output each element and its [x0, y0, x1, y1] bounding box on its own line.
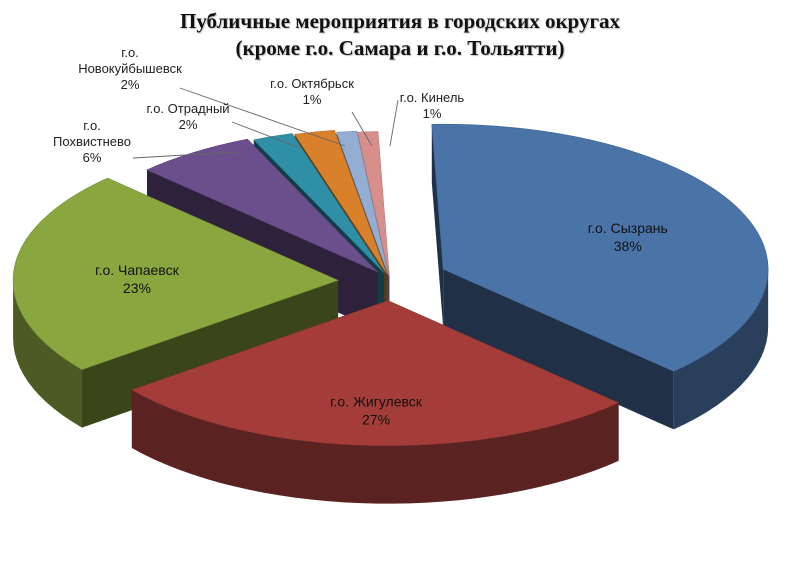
- pie-slice-side: [673, 269, 769, 430]
- slice-label-6: г.о. Октябрьск 1%: [270, 76, 354, 107]
- slice-label-line: г.о.: [83, 118, 101, 133]
- slice-label-line: 2%: [179, 117, 198, 132]
- pie-slice-4: [253, 133, 385, 273]
- pie-slice-6: [336, 130, 389, 276]
- leader-line-7: [389, 99, 399, 147]
- slice-label-7: г.о. Кинель 1%: [400, 90, 465, 121]
- slice-label-2: г.о. Чапаевск 23%: [95, 262, 179, 296]
- slice-label-line: г.о. Сызрань: [588, 220, 668, 236]
- slice-label-1: г.о. Жигулевск 27%: [330, 393, 423, 427]
- slice-label-5: г.о. Новокуйбышевск 2%: [78, 45, 182, 92]
- slice-label-line: г.о. Чапаевск: [95, 262, 179, 278]
- pie-tops: [12, 123, 769, 446]
- slice-label-line: 27%: [362, 411, 390, 427]
- pie-slice-face: [431, 124, 444, 328]
- pie-slice-3: [146, 138, 378, 273]
- slice-label-line: Похвистнево: [53, 134, 131, 149]
- slice-label-line: г.о. Отрадный: [146, 101, 229, 116]
- slice-label-line: г.о. Октябрьск: [270, 76, 354, 91]
- leader-line-4: [231, 121, 301, 149]
- slice-label-line: 2%: [121, 77, 140, 92]
- slice-label-line: 1%: [303, 92, 322, 107]
- leader-line-5: [179, 87, 346, 147]
- slice-label-line: 6%: [83, 150, 102, 165]
- pie-slice-face: [443, 269, 674, 430]
- chart-title-line1: Публичные мероприятия в городских округа…: [179, 9, 620, 33]
- slice-label-line: г.о.: [121, 45, 139, 60]
- chart-title-line2: (кроме г.о. Самара и г.о. Тольятти): [235, 36, 565, 60]
- leader-line-6: [351, 111, 373, 147]
- slice-label-line: 1%: [423, 106, 442, 121]
- slice-label-4: г.о. Отрадный 2%: [146, 101, 229, 132]
- chart-title: Публичные мероприятия в городских округа…: [0, 8, 800, 62]
- slice-label-line: г.о. Жигулевск: [330, 393, 423, 409]
- pie-slice-1: [131, 300, 620, 446]
- pie-slice-2: [12, 177, 339, 370]
- pie-slice-side: [13, 280, 82, 428]
- pie-slice-7: [357, 131, 390, 277]
- slice-labels: г.о. Сызрань 38% г.о. Жигулевск 27% г.о. Чап…: [53, 45, 668, 427]
- leader-line-3: [132, 151, 239, 159]
- slice-label-0: г.о. Сызрань 38%: [588, 220, 668, 254]
- pie-slice-0: [431, 123, 769, 372]
- slice-label-line: 38%: [614, 238, 642, 254]
- slice-label-3: г.о. Похвистнево 6%: [53, 118, 131, 165]
- slice-label-line: 23%: [123, 280, 151, 296]
- pie-slice-5: [294, 129, 387, 274]
- slice-label-line: Новокуйбышевск: [78, 61, 182, 76]
- pie-slice-side: [131, 389, 619, 504]
- leader-lines: [132, 87, 399, 159]
- slice-label-line: г.о. Кинель: [400, 90, 465, 105]
